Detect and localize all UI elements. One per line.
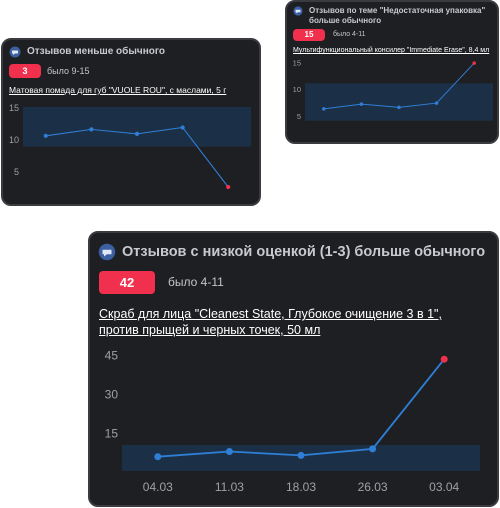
count-badge: 3: [9, 64, 41, 78]
reviews-icon: [9, 46, 21, 58]
x-tick-label: 26.03: [358, 480, 388, 494]
data-point[interactable]: [180, 125, 185, 130]
y-tick-label: 15: [9, 103, 19, 113]
card-header: Отзывов по теме "Недостаточная упаковка"…: [293, 6, 491, 26]
count-badge: 15: [293, 29, 325, 41]
card-title: Отзывов меньше обычного: [27, 46, 165, 57]
usual-range: было 9-15: [47, 66, 90, 76]
data-point[interactable]: [322, 107, 326, 111]
card-title: Отзывов по теме "Недостаточная упаковка"…: [309, 6, 486, 25]
product-link[interactable]: Мультифункциональный консилер "Immediate…: [293, 47, 490, 54]
card-title: Отзывов с низкой оценкой (1-3) больше об…: [122, 244, 486, 260]
y-tick-label: 15: [293, 59, 301, 68]
reviews-chart: 15 30 45 04.03 11.03 18.03 26.03 03.04: [105, 349, 480, 494]
x-tick-label: 04.03: [143, 480, 173, 494]
card-reviews-low-rating[interactable]: Отзывов с низкой оценкой (1-3) больше об…: [88, 231, 499, 507]
usual-range: было 4-11: [168, 275, 224, 289]
y-tick-label: 15: [105, 427, 119, 441]
reviews-icon: [293, 6, 303, 16]
data-point[interactable]: [434, 101, 439, 105]
x-tick-label: 03.04: [429, 480, 459, 494]
product-link[interactable]: Матовая помада для губ "VUOLE ROU", с ма…: [9, 85, 227, 95]
data-point[interactable]: [43, 133, 48, 138]
x-tick-label: 04.03: [35, 209, 58, 210]
x-tick-label: 11.03: [215, 480, 244, 494]
series-line: [157, 358, 445, 458]
x-tick-label: 18.03: [286, 480, 316, 494]
y-tick-label: 10: [9, 135, 19, 145]
x-tick-label: 11.03: [80, 209, 102, 210]
card-header: Отзывов меньше обычного: [9, 46, 165, 58]
y-tick-label: 10: [293, 85, 301, 94]
y-tick-label: 5: [14, 167, 19, 177]
product-link[interactable]: Скраб для лица "Cleanest State, Глубокое…: [99, 307, 442, 337]
x-tick-label: 18.03: [126, 209, 149, 210]
data-point[interactable]: [154, 453, 162, 461]
card-reviews-packaging[interactable]: Отзывов по теме "Недостаточная упаковка"…: [285, 0, 499, 144]
usual-range: было 4-11: [333, 31, 366, 38]
y-tick-label: 45: [105, 349, 119, 363]
card-header: Отзывов с низкой оценкой (1-3) больше об…: [98, 243, 485, 261]
card-reviews-less[interactable]: Отзывов меньше обычного 3 было 9-15 Мато…: [1, 38, 261, 210]
reviews-icon: [98, 243, 116, 261]
data-point[interactable]: [89, 127, 94, 132]
reviews-chart: 5 10 15 04.03 11.03 18.03 26.03 03.04: [9, 103, 251, 210]
count-badge: 42: [99, 271, 155, 294]
data-point[interactable]: [397, 105, 401, 110]
latest-data-point[interactable]: [440, 355, 448, 363]
y-tick-label: 30: [105, 388, 119, 402]
latest-data-point[interactable]: [226, 184, 231, 190]
x-tick-label: 26.03: [171, 209, 194, 210]
y-tick-label: 5: [297, 112, 301, 121]
usual-range-band: [23, 107, 251, 147]
data-point[interactable]: [134, 131, 140, 136]
data-point[interactable]: [359, 102, 364, 106]
x-tick-label: 03.04: [217, 209, 240, 210]
data-point[interactable]: [369, 445, 377, 453]
usual-range-band: [305, 83, 493, 121]
data-point[interactable]: [297, 451, 305, 459]
latest-data-point[interactable]: [472, 61, 476, 65]
data-point[interactable]: [225, 448, 233, 455]
